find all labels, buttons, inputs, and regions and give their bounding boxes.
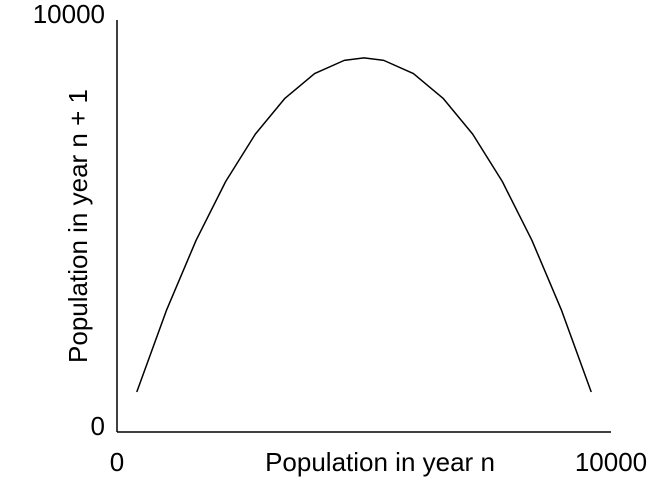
y-tick-label: 0 xyxy=(91,411,105,441)
x-tick-label: 10000 xyxy=(575,447,647,477)
y-axis-label: Population in year n + 1 xyxy=(63,89,93,363)
y-tick-label: 10000 xyxy=(33,0,105,29)
curve xyxy=(136,57,592,393)
x-tick-label: 0 xyxy=(110,447,124,477)
x-axis-label: Population in year n xyxy=(265,447,495,477)
